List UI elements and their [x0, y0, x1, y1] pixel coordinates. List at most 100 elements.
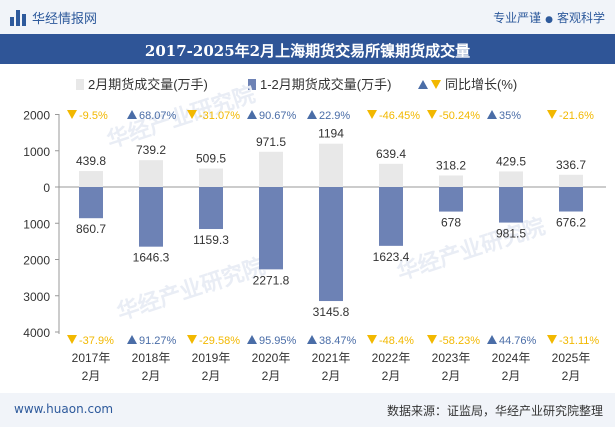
legend-label-0: 2月期货成交量(万手) — [88, 77, 208, 92]
legend-growth-label: 同比增长(%) — [445, 77, 517, 92]
growth-month-label: 22.9% — [319, 110, 350, 122]
x-tick-label: 2024年 — [492, 351, 531, 365]
bar-cumulative — [499, 187, 523, 223]
x-tick-label: 2月 — [382, 369, 401, 383]
bar-month — [559, 174, 583, 187]
legend-swatch-1 — [248, 79, 256, 90]
y-tick-label: 3000 — [23, 290, 50, 304]
growth-month-label: -46.45% — [379, 110, 420, 122]
growth-cumulative-down-arrow-icon — [547, 335, 557, 344]
growth-month-label: 68.07% — [139, 110, 177, 122]
growth-month-label: 90.67% — [259, 110, 297, 122]
growth-cumulative-up-arrow-icon — [127, 335, 137, 344]
growth-cumulative-label: -37.9% — [79, 335, 114, 347]
x-tick-label: 2月 — [142, 369, 161, 383]
growth-cumulative-up-arrow-icon — [247, 335, 257, 344]
growth-cumulative-up-arrow-icon — [307, 335, 317, 344]
bar-month-label: 971.5 — [256, 135, 286, 149]
bar-cumulative — [439, 187, 463, 212]
bar-cumulative — [79, 187, 103, 219]
growth-month-label: -21.6% — [559, 110, 594, 122]
growth-month-down-arrow-icon — [367, 110, 377, 119]
growth-month-up-arrow-icon — [487, 110, 497, 119]
bar-cumulative-label: 3145.8 — [313, 305, 350, 319]
x-tick-label: 2017年 — [72, 351, 111, 365]
bar-cumulative-label: 1623.4 — [373, 250, 410, 264]
bar-cumulative-label: 2271.8 — [253, 273, 290, 287]
data-source: 数据来源：证监局，华经产业研究院整理 — [386, 404, 603, 418]
growth-cumulative-down-arrow-icon — [427, 335, 437, 344]
bar-cumulative-label: 678 — [441, 216, 461, 230]
legend-up-arrow-icon — [418, 80, 428, 89]
slogan: 专业严谨 ● 客观科学 — [493, 9, 605, 26]
bar-cumulative — [319, 187, 343, 302]
slogan-separator: ● — [545, 15, 553, 25]
x-tick-label: 2025年 — [552, 351, 591, 365]
brand-logo[interactable]: 华经情报网 — [10, 8, 97, 27]
x-tick-label: 2021年 — [312, 351, 351, 365]
x-tick-label: 2018年 — [132, 351, 171, 365]
x-tick-label: 2月 — [82, 369, 101, 383]
growth-cumulative-label: 91.27% — [139, 335, 177, 347]
growth-month-down-arrow-icon — [67, 110, 77, 119]
bar-cumulative — [259, 187, 283, 270]
bar-month-label: 336.7 — [556, 158, 586, 172]
bar-month — [139, 160, 163, 187]
y-tick-label: 1000 — [23, 145, 50, 159]
x-tick-label: 2019年 — [192, 351, 231, 365]
x-tick-label: 2月 — [262, 369, 281, 383]
bar-month-label: 1194 — [318, 127, 344, 141]
growth-month-up-arrow-icon — [247, 110, 257, 119]
growth-cumulative-label: 44.76% — [499, 335, 537, 347]
x-tick-label: 2月 — [442, 369, 461, 383]
growth-cumulative-up-arrow-icon — [487, 335, 497, 344]
growth-cumulative-label: -31.11% — [559, 335, 599, 347]
x-tick-label: 2020年 — [252, 351, 291, 365]
x-tick-label: 2月 — [562, 369, 581, 383]
bar-cumulative — [139, 187, 163, 247]
x-tick-label: 2022年 — [372, 351, 411, 365]
y-tick-label: 1000 — [23, 217, 50, 231]
y-tick-label: 0 — [43, 181, 50, 195]
growth-month-label: -31.07% — [199, 110, 240, 122]
x-tick-label: 2月 — [322, 369, 341, 383]
legend-swatch-0 — [76, 79, 84, 90]
bar-month — [199, 168, 223, 187]
x-tick-label: 2023年 — [432, 351, 471, 365]
growth-month-label: -50.24% — [439, 110, 480, 122]
growth-cumulative-label: -58.23% — [439, 335, 480, 347]
bar-cumulative-label: 860.7 — [76, 222, 106, 236]
logo-bars-icon — [10, 9, 26, 26]
bar-month — [319, 143, 343, 187]
bar-month-label: 318.2 — [436, 158, 466, 172]
chart-title: 2017-2025年2月上海期货交易所镍期货成交量 — [144, 42, 471, 60]
growth-month-up-arrow-icon — [127, 110, 137, 119]
bar-cumulative — [559, 187, 583, 212]
growth-month-down-arrow-icon — [427, 110, 437, 119]
growth-month-down-arrow-icon — [547, 110, 557, 119]
bar-month-label: 509.5 — [196, 152, 226, 166]
brand-name: 华经情报网 — [32, 12, 98, 27]
legend-label-1: 1-2月期货成交量(万手) — [260, 77, 391, 92]
site-url[interactable]: www.huaon.com — [14, 402, 114, 416]
growth-month-down-arrow-icon — [187, 110, 197, 119]
y-tick-label: 4000 — [23, 326, 50, 340]
bar-month-label: 739.2 — [136, 143, 166, 157]
slogan-left: 专业严谨 — [493, 11, 542, 25]
legend-down-arrow-icon — [431, 80, 441, 89]
growth-cumulative-label: -48.4% — [379, 335, 414, 347]
bar-month — [499, 171, 523, 187]
y-tick-label: 2000 — [23, 109, 50, 123]
x-tick-label: 2月 — [502, 369, 521, 383]
bar-cumulative — [199, 187, 223, 230]
y-tick-label: 2000 — [23, 254, 50, 268]
top-bar: 华经情报网 专业严谨 ● 客观科学 — [0, 0, 615, 34]
bar-cumulative — [379, 187, 403, 246]
bar-month — [79, 171, 103, 187]
bar-month-label: 639.4 — [376, 147, 406, 161]
slogan-right: 客观科学 — [556, 11, 605, 25]
bar-month — [439, 175, 463, 187]
growth-cumulative-label: -29.58% — [199, 335, 240, 347]
growth-month-up-arrow-icon — [307, 110, 317, 119]
title-bar: 2017-2025年2月上海期货交易所镍期货成交量 — [0, 34, 615, 64]
